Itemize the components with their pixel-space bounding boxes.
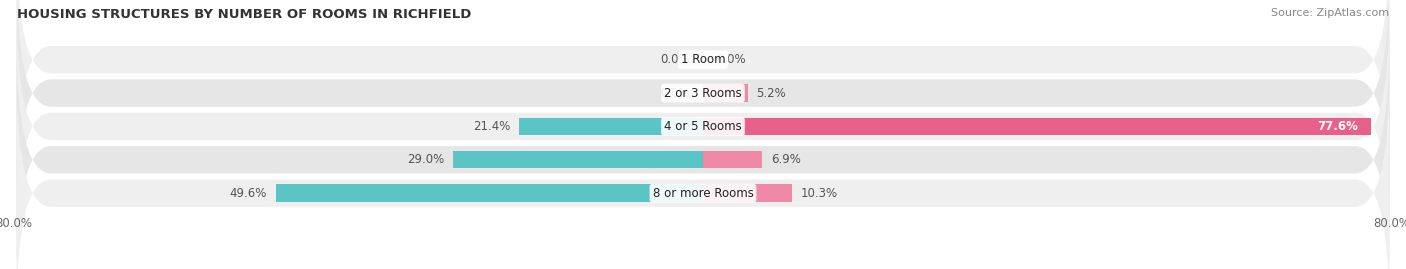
Text: 0.0%: 0.0% — [716, 53, 745, 66]
Bar — [519, 118, 703, 135]
FancyBboxPatch shape — [17, 7, 1389, 246]
Text: 4 or 5 Rooms: 4 or 5 Rooms — [664, 120, 742, 133]
Text: 0.0%: 0.0% — [661, 53, 690, 66]
Text: 2 or 3 Rooms: 2 or 3 Rooms — [664, 87, 742, 100]
Text: 0.0%: 0.0% — [661, 87, 690, 100]
Text: Source: ZipAtlas.com: Source: ZipAtlas.com — [1271, 8, 1389, 18]
Bar — [703, 151, 762, 168]
Text: 21.4%: 21.4% — [472, 120, 510, 133]
Text: 29.0%: 29.0% — [408, 153, 444, 166]
Bar — [703, 84, 748, 102]
FancyBboxPatch shape — [17, 40, 1389, 269]
FancyBboxPatch shape — [17, 73, 1389, 269]
Text: 1 Room: 1 Room — [681, 53, 725, 66]
Text: 10.3%: 10.3% — [800, 187, 838, 200]
Text: 49.6%: 49.6% — [229, 187, 267, 200]
FancyBboxPatch shape — [17, 0, 1389, 213]
Bar — [276, 185, 703, 202]
Text: 6.9%: 6.9% — [770, 153, 801, 166]
Text: 8 or more Rooms: 8 or more Rooms — [652, 187, 754, 200]
Bar — [703, 118, 1371, 135]
Bar — [703, 185, 792, 202]
FancyBboxPatch shape — [17, 0, 1389, 179]
Bar — [453, 151, 703, 168]
Text: 5.2%: 5.2% — [756, 87, 786, 100]
Text: HOUSING STRUCTURES BY NUMBER OF ROOMS IN RICHFIELD: HOUSING STRUCTURES BY NUMBER OF ROOMS IN… — [17, 8, 471, 21]
Text: 77.6%: 77.6% — [1317, 120, 1358, 133]
